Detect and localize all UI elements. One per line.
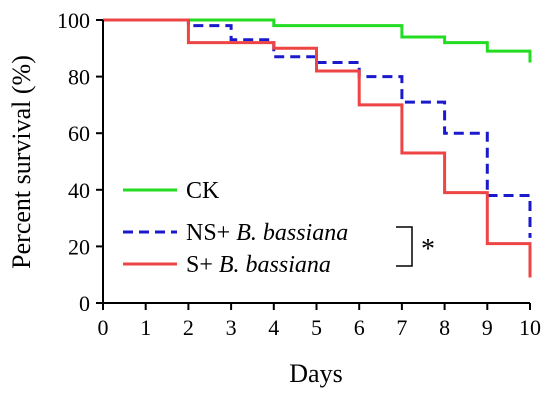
x-tick-label: 2 — [183, 315, 194, 340]
x-tick-label: 7 — [396, 315, 407, 340]
y-tick-label: 20 — [68, 234, 90, 259]
x-tick-label: 3 — [226, 315, 237, 340]
y-tick-label: 100 — [57, 8, 90, 33]
x-tick-label: 5 — [311, 315, 322, 340]
legend: CK NS+ B. bassiana S+ B. bassiana — [123, 178, 348, 278]
x-tick-label: 6 — [354, 315, 365, 340]
significance-star: * — [421, 234, 435, 265]
x-tick-label: 0 — [98, 315, 109, 340]
legend-label-1: NS+ B. bassiana — [186, 220, 348, 246]
y-tick-label: 0 — [79, 291, 90, 316]
x-tick-label: 1 — [140, 315, 151, 340]
y-tick-label: 40 — [68, 178, 90, 203]
series-line-0 — [103, 18, 532, 63]
y-tick-label: 60 — [68, 121, 90, 146]
legend-label-0: CK — [186, 178, 220, 204]
series-layer — [103, 18, 532, 278]
legend-label-2: S+ B. bassiana — [186, 252, 331, 278]
x-tick-label: 9 — [482, 315, 493, 340]
x-tick-label: 4 — [268, 315, 279, 340]
x-axis-title: Days — [289, 359, 342, 388]
x-tick-label: 10 — [519, 315, 541, 340]
series-line-1 — [103, 18, 532, 238]
series-line-2 — [103, 18, 532, 278]
significance-bracket — [396, 226, 413, 267]
x-tick-label: 8 — [439, 315, 450, 340]
y-axis-title: Percent survival (%) — [7, 55, 36, 269]
y-tick-label: 80 — [68, 65, 90, 90]
significance-annotation: * — [396, 226, 435, 267]
